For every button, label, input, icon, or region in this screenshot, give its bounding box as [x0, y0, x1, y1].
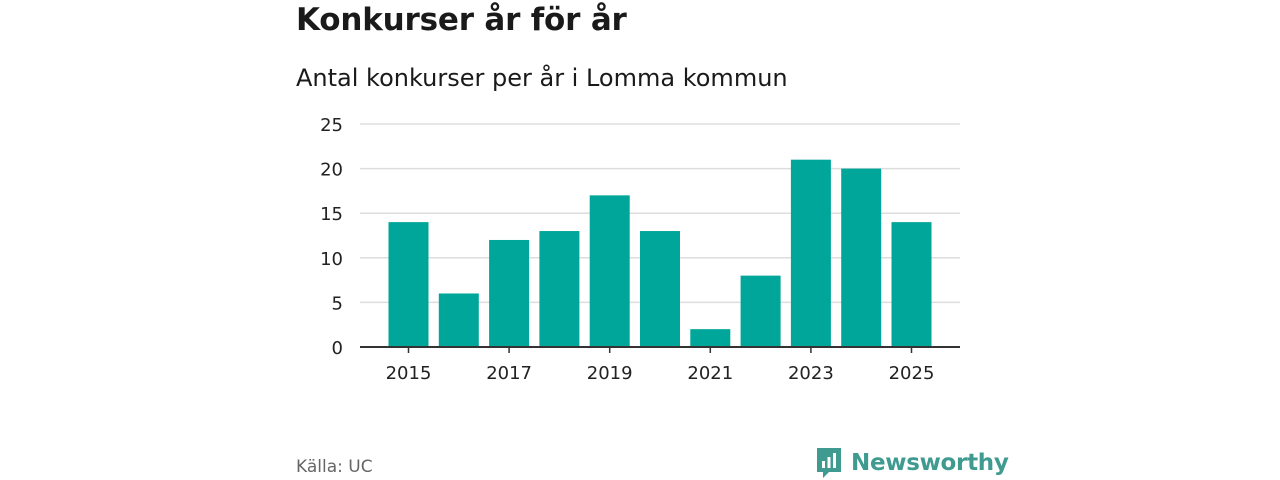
x-tick-label: 2025 [889, 363, 935, 384]
chart-subtitle: Antal konkurser per år i Lomma kommun [296, 64, 788, 92]
brand-name: Newsworthy [851, 450, 1009, 476]
x-tick-label: 2023 [788, 363, 834, 384]
bars [388, 159, 932, 347]
bar-2023 [790, 159, 831, 347]
chart-title: Konkurser år för år [296, 2, 627, 38]
bar-2022 [740, 275, 781, 347]
newsworthy-logo[interactable]: Newsworthy [815, 446, 1009, 480]
y-tick-label: 0 [332, 338, 343, 359]
x-tick-label: 2015 [386, 363, 432, 384]
y-tick-label: 20 [320, 160, 343, 181]
bar-2024 [841, 168, 882, 347]
bar-2015 [388, 222, 429, 347]
bar-2016 [438, 293, 479, 347]
newsworthy-logo-icon [817, 448, 841, 478]
bar-2020 [640, 231, 680, 347]
bar-2021 [690, 329, 731, 347]
y-axis-ticks: 0 5 10 15 20 25 [320, 115, 343, 359]
y-tick-label: 5 [332, 293, 343, 314]
x-axis-ticks: 2015 2017 2019 2021 2023 2025 [386, 347, 935, 384]
x-tick-label: 2017 [486, 363, 532, 384]
y-tick-label: 25 [320, 115, 343, 136]
bar-2019 [589, 195, 630, 347]
y-tick-label: 15 [320, 204, 343, 225]
x-tick-label: 2019 [587, 363, 633, 384]
y-tick-label: 10 [320, 249, 343, 270]
bar-2018 [539, 231, 580, 347]
x-tick-label: 2021 [687, 363, 733, 384]
source-label: Källa: UC [296, 457, 373, 477]
bar-2017 [489, 239, 530, 347]
bar-2025 [891, 222, 932, 347]
